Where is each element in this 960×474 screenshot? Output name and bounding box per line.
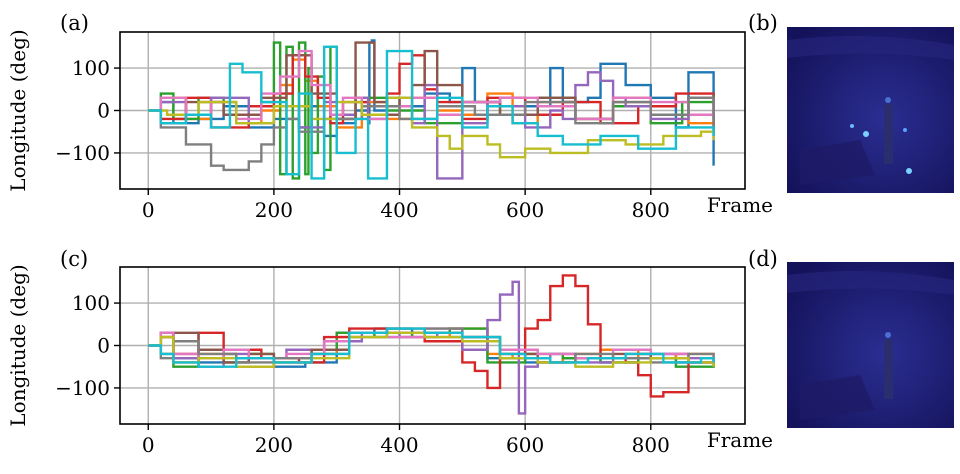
- x-axis-label: Frame: [707, 193, 773, 217]
- panel-label-c: (c): [60, 247, 88, 271]
- series-line-10: [148, 327, 715, 368]
- panel-label-a: (a): [60, 11, 89, 35]
- series-line-2: [148, 327, 715, 368]
- series-group: [148, 39, 715, 180]
- heatmap-d-ceiling: [787, 271, 954, 295]
- series-line-1: [148, 327, 715, 368]
- plot-a: 0 200 400 600 800 −100 0 100 Frame Longitude (deg…: [6, 29, 773, 222]
- panel-label-d: (d): [748, 247, 778, 271]
- heatmap-b-instrument: [800, 140, 875, 185]
- heatmap-b-spot: [850, 124, 854, 128]
- grid: [120, 267, 745, 424]
- x-axis-label: Frame: [707, 428, 773, 452]
- x-tick-label: 200: [255, 198, 293, 222]
- x-tick-label: 800: [632, 198, 670, 222]
- x-tick-label: 600: [506, 198, 544, 222]
- x-tick-label: 0: [142, 198, 155, 222]
- heatmap-b-ceiling: [787, 36, 954, 60]
- panel-label-b: (b): [748, 11, 778, 35]
- x-tick-label: 0: [142, 433, 155, 457]
- y-tick-label: 0: [97, 334, 110, 358]
- heatmap-b-spot: [885, 97, 891, 103]
- series-group: [148, 274, 715, 415]
- x-tick-label: 600: [506, 433, 544, 457]
- series-line-3: [148, 327, 715, 368]
- heatmap-b-spot: [906, 168, 912, 174]
- x-tick-label: 400: [380, 433, 418, 457]
- heatmap-d-spot: [885, 332, 891, 338]
- y-tick-label: −100: [55, 376, 110, 400]
- heatmap-b-figure: [884, 104, 893, 164]
- y-tick-label: 0: [97, 99, 110, 123]
- x-tick-label: 400: [380, 198, 418, 222]
- series-line-5: [148, 280, 715, 415]
- y-axis-label: Longitude (deg): [6, 29, 30, 191]
- heatmap-d-figure: [884, 339, 893, 399]
- series-line-9: [148, 96, 715, 159]
- y-tick-label: −100: [55, 141, 110, 165]
- heatmap-b: [787, 27, 954, 193]
- heatmap-d: [787, 262, 954, 428]
- heatmap-b-spot: [863, 131, 869, 137]
- series-line-8: [148, 96, 715, 172]
- heatmap-b-spot: [903, 128, 907, 132]
- heatmap-d-instrument: [800, 375, 875, 420]
- x-tick-label: 200: [255, 433, 293, 457]
- y-tick-label: 100: [72, 56, 110, 80]
- x-tick-label: 800: [632, 433, 670, 457]
- y-tick-label: 100: [72, 291, 110, 315]
- y-axis-label: Longitude (deg): [6, 264, 30, 426]
- series-line-10: [148, 45, 715, 180]
- plot-c: 0 200 400 600 800 −100 0 100 Frame Longitude (deg…: [6, 264, 773, 457]
